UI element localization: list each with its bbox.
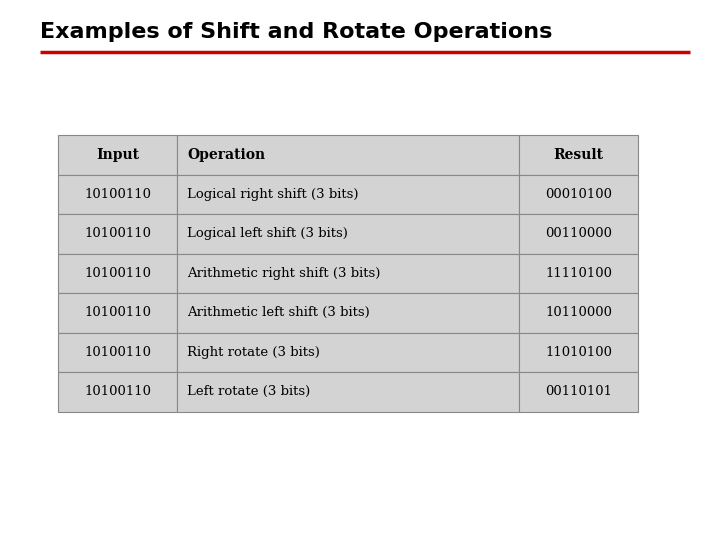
Text: 10100110: 10100110 bbox=[84, 385, 151, 399]
Bar bbox=[58, 293, 177, 333]
Bar bbox=[519, 135, 638, 174]
Bar bbox=[177, 135, 519, 174]
Bar bbox=[177, 333, 519, 372]
Text: Examples of Shift and Rotate Operations: Examples of Shift and Rotate Operations bbox=[40, 22, 552, 42]
Bar bbox=[58, 333, 177, 372]
Bar bbox=[177, 293, 519, 333]
Text: 10100110: 10100110 bbox=[84, 267, 151, 280]
Text: 00110101: 00110101 bbox=[545, 385, 612, 399]
Bar bbox=[519, 372, 638, 411]
Bar bbox=[177, 372, 519, 411]
Bar bbox=[519, 293, 638, 333]
Bar bbox=[58, 174, 177, 214]
Text: 10110000: 10110000 bbox=[545, 306, 612, 319]
Text: Logical right shift (3 bits): Logical right shift (3 bits) bbox=[187, 188, 359, 201]
Text: Logical left shift (3 bits): Logical left shift (3 bits) bbox=[187, 227, 348, 240]
Bar bbox=[58, 135, 177, 174]
Text: Left rotate (3 bits): Left rotate (3 bits) bbox=[187, 385, 310, 399]
Text: 10100110: 10100110 bbox=[84, 227, 151, 240]
Text: 10100110: 10100110 bbox=[84, 346, 151, 359]
Text: 10100110: 10100110 bbox=[84, 306, 151, 319]
Bar bbox=[58, 253, 177, 293]
Bar bbox=[519, 253, 638, 293]
Bar bbox=[519, 214, 638, 253]
Text: Input: Input bbox=[96, 148, 139, 162]
Bar bbox=[58, 372, 177, 411]
Text: 11110100: 11110100 bbox=[545, 267, 612, 280]
Text: 00010100: 00010100 bbox=[545, 188, 612, 201]
Text: Right rotate (3 bits): Right rotate (3 bits) bbox=[187, 346, 320, 359]
Text: Result: Result bbox=[554, 148, 603, 162]
Bar bbox=[58, 214, 177, 253]
Text: Arithmetic left shift (3 bits): Arithmetic left shift (3 bits) bbox=[187, 306, 369, 319]
Text: Operation: Operation bbox=[187, 148, 265, 162]
Bar bbox=[519, 333, 638, 372]
Bar bbox=[177, 174, 519, 214]
Bar bbox=[177, 214, 519, 253]
Text: Arithmetic right shift (3 bits): Arithmetic right shift (3 bits) bbox=[187, 267, 380, 280]
Bar bbox=[519, 174, 638, 214]
Text: 10100110: 10100110 bbox=[84, 188, 151, 201]
Text: 00110000: 00110000 bbox=[545, 227, 612, 240]
Text: 11010100: 11010100 bbox=[545, 346, 612, 359]
Bar bbox=[177, 253, 519, 293]
